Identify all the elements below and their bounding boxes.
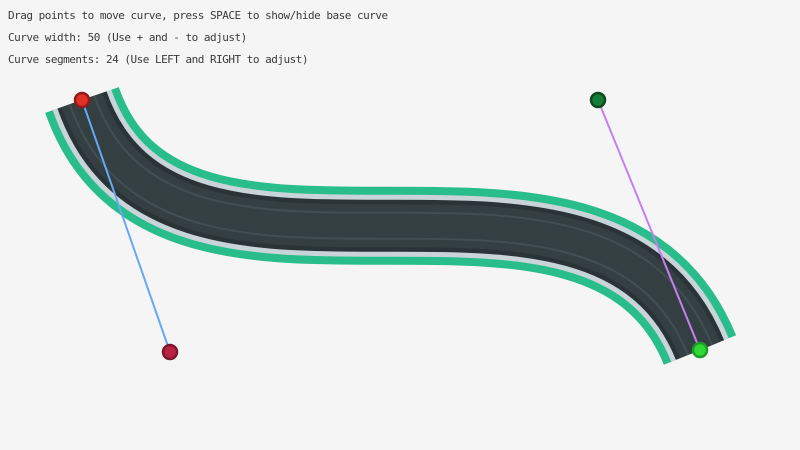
hud-curve-width: Curve width: 50 (Use + and - to adjust) xyxy=(8,31,247,44)
start-anchor-point[interactable] xyxy=(73,91,91,109)
hud-instructions: Drag points to move curve, press SPACE t… xyxy=(8,9,388,22)
end-handle-line xyxy=(597,99,701,351)
hud-curve-segments: Curve segments: 24 (Use LEFT and RIGHT t… xyxy=(8,53,309,66)
end-anchor-point[interactable] xyxy=(691,341,709,359)
start-control-point[interactable] xyxy=(161,343,179,361)
road-asphalt-center xyxy=(70,96,712,355)
hud: Drag points to move curve, press SPACE t… xyxy=(8,5,388,71)
end-control-point[interactable] xyxy=(589,91,607,109)
start-handle-line xyxy=(81,99,171,353)
